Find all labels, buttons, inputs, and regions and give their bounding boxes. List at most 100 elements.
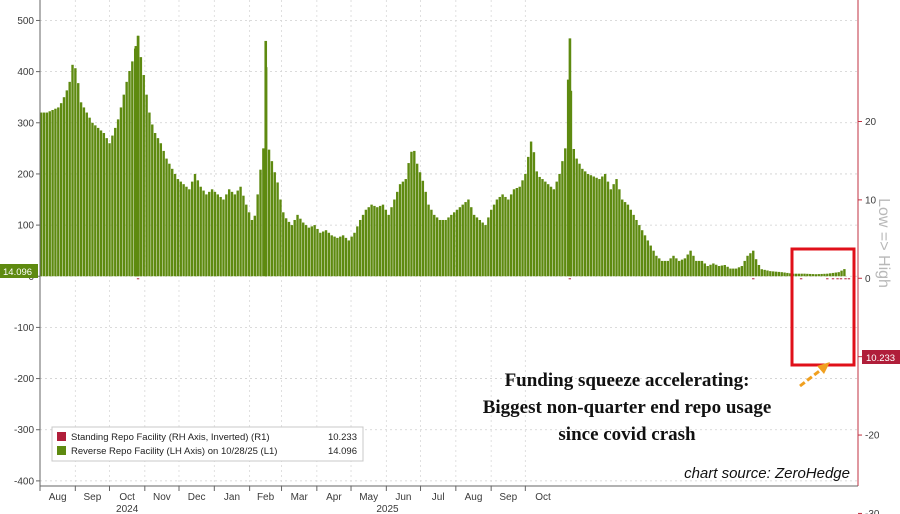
rrp-bar bbox=[541, 179, 544, 277]
rrp-bar bbox=[210, 189, 214, 277]
rrp-bar bbox=[424, 191, 427, 277]
srp-bar bbox=[568, 278, 572, 280]
rrp-bar bbox=[370, 204, 373, 277]
rrp-bar bbox=[615, 179, 618, 277]
rrp-bar bbox=[142, 75, 145, 277]
rrp-bar bbox=[407, 163, 410, 277]
rrp-bar bbox=[712, 263, 715, 277]
rrp-bar bbox=[353, 232, 356, 277]
rrp-bar bbox=[62, 97, 66, 277]
rrp-bar bbox=[455, 209, 459, 277]
rrp-bar bbox=[771, 271, 775, 277]
rrp-bar bbox=[125, 81, 128, 277]
rrp-bar bbox=[253, 215, 257, 277]
rrp-bar bbox=[800, 273, 803, 277]
rrp-bar bbox=[575, 158, 578, 277]
left-tick-label: 200 bbox=[17, 169, 34, 180]
rrp-bar bbox=[581, 168, 584, 277]
rrp-bar bbox=[313, 225, 316, 277]
rrp-bar bbox=[179, 181, 182, 277]
rrp-bar bbox=[188, 189, 191, 277]
rrp-bar bbox=[171, 168, 174, 277]
rrp-bar bbox=[333, 236, 336, 277]
rrp-bar bbox=[151, 124, 154, 277]
rrp-bar bbox=[336, 237, 339, 277]
rrp-bar bbox=[461, 204, 464, 277]
rrp-bar bbox=[91, 122, 94, 277]
rrp-bar bbox=[715, 264, 718, 277]
rrp-bar bbox=[663, 260, 667, 277]
rrp-bar bbox=[196, 180, 200, 277]
rrp-bar bbox=[404, 179, 407, 277]
rrp-bar bbox=[626, 204, 630, 277]
rrp-bar bbox=[48, 111, 51, 277]
x-tick-label: Dec bbox=[188, 492, 206, 503]
rrp-bar bbox=[267, 149, 271, 277]
rrp-bar bbox=[706, 266, 709, 277]
rrp-bar bbox=[618, 189, 621, 277]
rrp-bar bbox=[652, 250, 655, 277]
right-tick-label: 10 bbox=[865, 195, 877, 206]
rrp-bar bbox=[114, 127, 117, 277]
left-badge-background bbox=[0, 264, 38, 278]
rrp-bar bbox=[811, 274, 815, 277]
rrp-bar bbox=[806, 273, 809, 277]
rrp-bar bbox=[566, 79, 570, 277]
rrp-bar bbox=[760, 269, 763, 277]
x-tick-label: Nov bbox=[153, 492, 171, 503]
highlight-box bbox=[790, 247, 856, 367]
rrp-bar bbox=[213, 191, 217, 277]
rrp-bar bbox=[492, 204, 496, 277]
rrp-bar bbox=[532, 152, 536, 277]
rrp-bar bbox=[415, 163, 419, 277]
rrp-bar bbox=[239, 186, 242, 277]
rrp-bar bbox=[743, 260, 746, 277]
rrp-bar bbox=[230, 191, 234, 277]
rrp-bar bbox=[478, 219, 482, 277]
rrp-bar bbox=[59, 103, 63, 277]
rrp-bar bbox=[584, 171, 587, 277]
rrp-bar bbox=[467, 199, 470, 277]
rrp-bar bbox=[470, 207, 473, 277]
rrp-bar bbox=[233, 194, 237, 277]
rrp-bar bbox=[128, 70, 131, 277]
rrp-bar bbox=[376, 207, 379, 277]
rrp-bar bbox=[649, 245, 652, 277]
rrp-bar bbox=[828, 273, 832, 277]
rrp-bar bbox=[396, 191, 399, 277]
srp-bar bbox=[844, 278, 847, 280]
rrp-bar bbox=[740, 266, 744, 277]
rrp-bar bbox=[447, 217, 450, 277]
rrp-bar bbox=[247, 212, 251, 277]
rrp-bar bbox=[222, 199, 225, 277]
legend-value-standing-repo: 10.233 bbox=[328, 432, 357, 443]
rrp-bar bbox=[435, 217, 439, 277]
x-tick-label: Sep bbox=[499, 492, 517, 503]
rrp-bar bbox=[259, 169, 262, 277]
rrp-bar bbox=[441, 219, 444, 277]
rrp-bar bbox=[40, 112, 43, 277]
rrp-bar bbox=[803, 273, 806, 277]
x-year-label: 2025 bbox=[376, 504, 399, 514]
rrp-bar bbox=[692, 255, 695, 277]
rrp-bar bbox=[418, 172, 422, 277]
rrp-bar bbox=[293, 219, 296, 277]
rrp-bar bbox=[592, 176, 595, 277]
rrp-bar bbox=[544, 181, 547, 277]
source-text: chart source: ZeroHedge bbox=[684, 465, 850, 482]
right-tick-label: 20 bbox=[865, 117, 877, 128]
rrp-bar bbox=[71, 64, 74, 277]
rrp-bar bbox=[729, 268, 732, 277]
rrp-bar bbox=[552, 189, 556, 277]
legend-value-reverse-repo: 14.096 bbox=[328, 446, 357, 457]
rrp-bar bbox=[487, 217, 490, 277]
x-tick-label: Feb bbox=[257, 492, 275, 503]
rrp-bar bbox=[102, 133, 106, 277]
rrp-bar bbox=[148, 112, 151, 277]
rrp-bar bbox=[94, 125, 97, 277]
rrp-bar bbox=[538, 176, 541, 277]
rrp-bar bbox=[646, 240, 650, 277]
rrp-bar bbox=[245, 204, 248, 277]
rrp-bar bbox=[826, 273, 829, 277]
